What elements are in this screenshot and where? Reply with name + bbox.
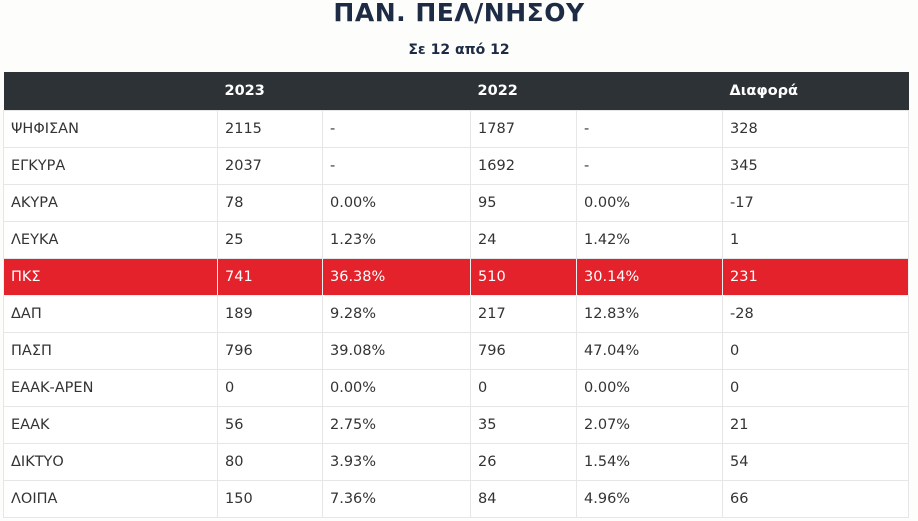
- header-cell: Διαφορά: [722, 72, 909, 111]
- cell: 39.08%: [321, 332, 472, 370]
- cell: 80: [217, 443, 323, 481]
- cell: 25: [217, 221, 323, 259]
- cell: -: [321, 147, 472, 185]
- cell: -: [321, 110, 472, 148]
- table-row: ΠΚΣ 741 36.38% 510 30.14% 231: [3, 258, 910, 296]
- cell: -28: [722, 295, 910, 333]
- table-row: ΕΑΑΚ-ΑΡΕΝ 0 0.00% 0 0.00% 0: [3, 369, 910, 407]
- header-row: 2023 2022 Διαφορά: [3, 72, 909, 111]
- cell: 36.38%: [321, 258, 472, 296]
- cell: 24: [470, 221, 578, 259]
- cell: 345: [722, 147, 910, 185]
- row-label: ΕΓΚΥΡΑ: [3, 147, 218, 185]
- cell: 1787: [470, 110, 578, 148]
- cell: 150: [217, 480, 323, 518]
- cell: 7.36%: [321, 480, 472, 518]
- cell: 66: [722, 480, 910, 518]
- cell: 95: [470, 184, 578, 222]
- cell: 796: [470, 332, 578, 370]
- cell: 0.00%: [576, 369, 724, 407]
- results-table: 2023 2022 Διαφορά ΨΗΦΙΣΑΝ 2115-1787-328 ΕΓ…: [3, 72, 910, 518]
- subtitle: Σε 12 από 12: [408, 42, 510, 58]
- cell: 35: [470, 406, 578, 444]
- cell: 1.42%: [576, 221, 724, 259]
- cell: 30.14%: [576, 258, 724, 296]
- cell: 796: [217, 332, 323, 370]
- cell: -17: [722, 184, 910, 222]
- cell: 3.93%: [321, 443, 472, 481]
- cell: 26: [470, 443, 578, 481]
- cell: -: [576, 147, 724, 185]
- cell: 21: [722, 406, 910, 444]
- cell: 4.96%: [576, 480, 724, 518]
- cell: 510: [470, 258, 578, 296]
- table-row: ΕΑΑΚ 56 2.75% 35 2.07% 21: [3, 406, 910, 444]
- row-label: ΕΑΑΚ-ΑΡΕΝ: [3, 369, 218, 407]
- cell: 741: [217, 258, 323, 296]
- cell: 0.00%: [321, 369, 472, 407]
- cell: 0.00%: [576, 184, 724, 222]
- cell: 78: [217, 184, 323, 222]
- cell: 231: [722, 258, 910, 296]
- cell: 47.04%: [576, 332, 724, 370]
- table-body: ΨΗΦΙΣΑΝ 2115-1787-328 ΕΓΚΥΡΑ 2037-1692-345 Α…: [3, 110, 910, 518]
- cell: 9.28%: [321, 295, 472, 333]
- table-row: ΔΑΠ 189 9.28% 217 12.83% -28: [3, 295, 910, 333]
- cell: 2037: [217, 147, 323, 185]
- cell: 2.07%: [576, 406, 724, 444]
- table-row: ΨΗΦΙΣΑΝ 2115-1787-328: [3, 110, 910, 148]
- row-label: ΛΟΙΠΑ: [3, 480, 218, 518]
- header-cell: [3, 72, 218, 111]
- cell: -: [576, 110, 724, 148]
- cell: 0: [722, 369, 910, 407]
- cell: 1692: [470, 147, 578, 185]
- table-row: ΔΙΚΤΥΟ 80 3.93% 26 1.54% 54: [3, 443, 910, 481]
- cell: 84: [470, 480, 578, 518]
- table-row: ΛΕΥΚΑ 25 1.23% 24 1.42% 1: [3, 221, 910, 259]
- cell: 0: [470, 369, 578, 407]
- cell: 0.00%: [321, 184, 472, 222]
- row-label: ΑΚΥΡΑ: [3, 184, 218, 222]
- cell: 0: [722, 332, 910, 370]
- cell: 2115: [217, 110, 323, 148]
- cell: 1.54%: [576, 443, 724, 481]
- header-cell: 2022: [470, 72, 723, 111]
- row-label: ΕΑΑΚ: [3, 406, 218, 444]
- table-row: ΑΚΥΡΑ 78 0.00% 95 0.00% -17: [3, 184, 910, 222]
- row-label: ΔΑΠ: [3, 295, 218, 333]
- cell: 328: [722, 110, 910, 148]
- cell: 217: [470, 295, 578, 333]
- cell: 12.83%: [576, 295, 724, 333]
- row-label: ΛΕΥΚΑ: [3, 221, 218, 259]
- header-cell: 2023: [217, 72, 471, 111]
- row-label: ΠΑΣΠ: [3, 332, 218, 370]
- cell: 1: [722, 221, 910, 259]
- table-row: ΛΟΙΠΑ 150 7.36% 84 4.96% 66: [3, 480, 910, 518]
- row-label: ΨΗΦΙΣΑΝ: [3, 110, 218, 148]
- cell: 189: [217, 295, 323, 333]
- cell: 0: [217, 369, 323, 407]
- row-label: ΔΙΚΤΥΟ: [3, 443, 218, 481]
- title: ΠΑΝ. ΠΕΛ/ΝΗΣΟΥ: [333, 0, 585, 27]
- cell: 2.75%: [321, 406, 472, 444]
- cell: 54: [722, 443, 910, 481]
- table-row: ΕΓΚΥΡΑ 2037-1692-345: [3, 147, 910, 185]
- cell: 1.23%: [321, 221, 472, 259]
- cell: 56: [217, 406, 323, 444]
- table-row: ΠΑΣΠ 796 39.08% 796 47.04% 0: [3, 332, 910, 370]
- row-label: ΠΚΣ: [3, 258, 218, 296]
